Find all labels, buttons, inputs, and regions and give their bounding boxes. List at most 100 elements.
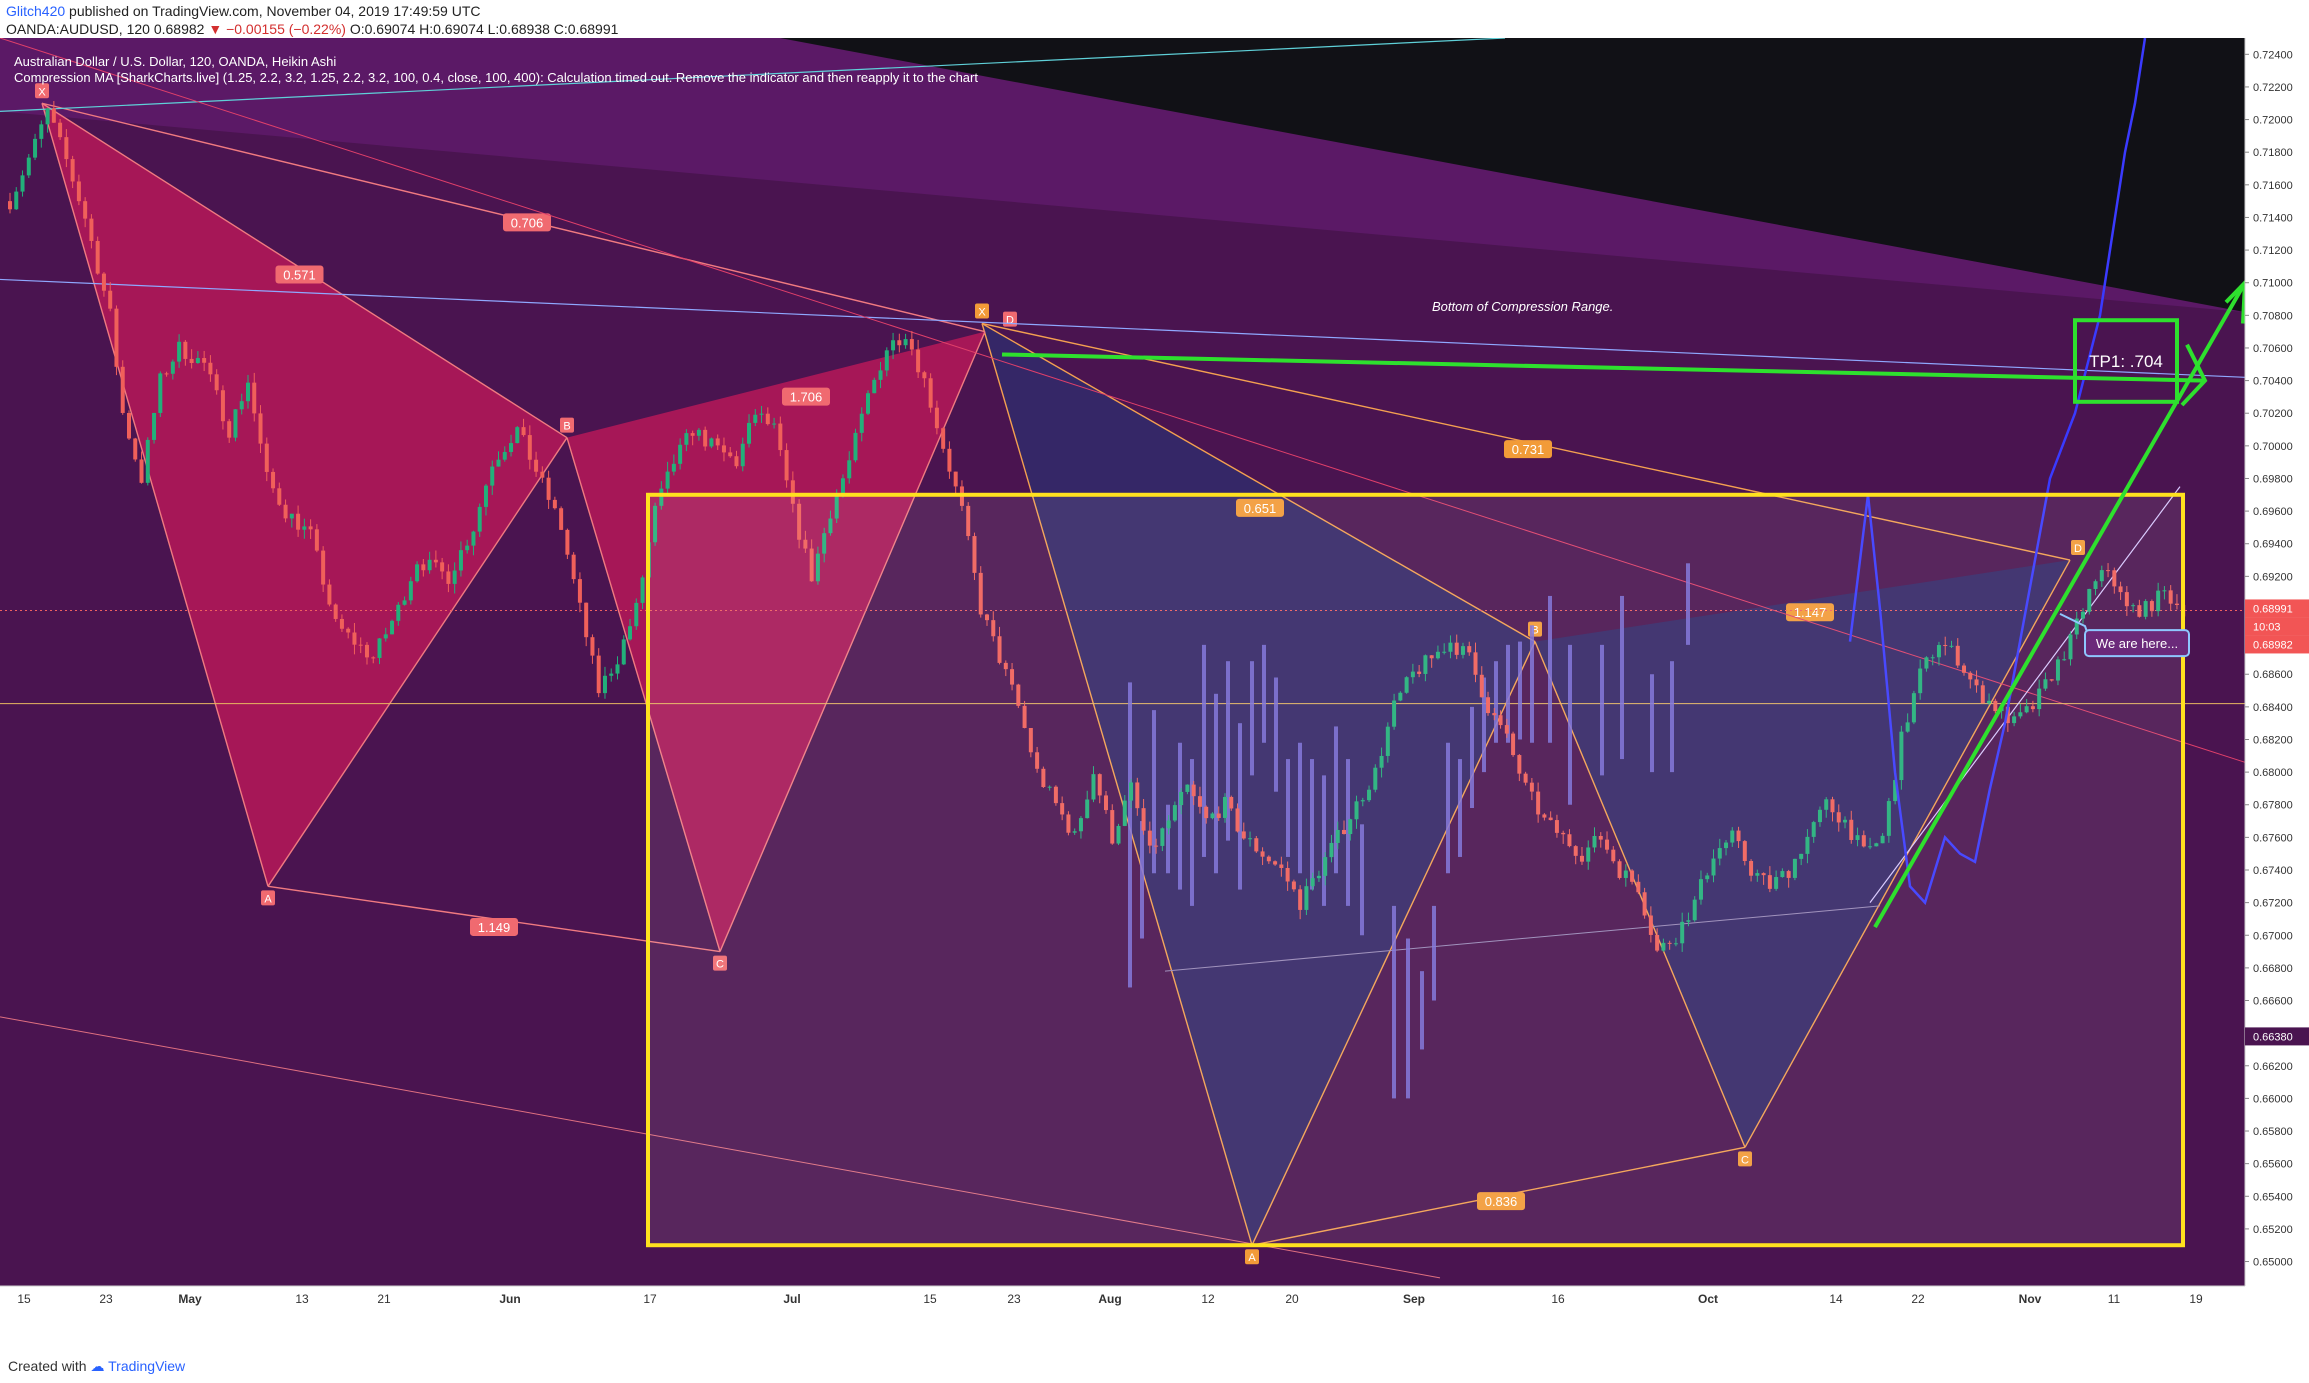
candle-body [1385,726,1390,756]
candle [546,470,551,509]
indicator-legend[interactable]: Compression MA [SharkCharts.live] (1.25,… [14,70,978,85]
candle-body [1630,870,1635,882]
price-tick-label: 0.65600 [2253,1159,2293,1171]
candle [33,133,38,161]
candle [1304,878,1309,916]
volume-bar [1506,644,1510,743]
candle [490,460,495,495]
candle [1911,690,1916,725]
prev-price-tag: 0.68982 [2245,635,2309,654]
volume-bar [1620,595,1624,760]
candle-body [1329,842,1334,858]
candle [515,426,520,444]
price-chart[interactable]: 0.571 1.149 1.706 0.706 0.651 0.836 1.147 0.731… [0,38,2309,1350]
candle-body [546,477,551,500]
time-tick-label: Jul [783,1292,800,1306]
tradingview-link[interactable]: TradingView [108,1358,186,1374]
volume-bar [1392,905,1396,1099]
candle-body [446,571,451,584]
candle [540,466,545,483]
candle [364,642,369,665]
point-bg [1738,1151,1752,1167]
candle-body [289,513,294,519]
symbol-line: OANDA:AUDUSD, 120 0.68982 ▼ −0.00155 (−0… [6,21,618,37]
volume-bar [1650,674,1654,773]
candle [690,430,695,446]
candle [602,666,607,699]
candle [496,451,501,467]
author-link[interactable]: Glitch420 [6,3,66,19]
volume-bar [1360,824,1364,936]
candle [1035,746,1040,773]
compression-note: Bottom of Compression Range. [1432,299,1613,314]
candle-body [1210,813,1215,819]
candle [1611,846,1616,864]
candle-body [1467,646,1472,653]
volume-bar [1670,661,1674,773]
candle-body [383,634,388,639]
descending-red-line [0,38,2246,763]
candle-body [1868,846,1873,848]
candle-body [2093,581,2098,589]
candle-body [239,401,244,410]
candle [2168,585,2173,611]
candle [1980,680,1985,704]
pattern2-point-C: C [1738,1151,1752,1167]
pattern2-xab [982,323,1535,1246]
candle-body [815,553,820,582]
candle-body [1417,671,1422,674]
candle [985,613,990,626]
last-price: 0.68982 [153,21,205,37]
candle [1222,793,1227,823]
candle-body [1655,934,1660,951]
candle-body [1066,814,1071,833]
candle-body [1260,851,1265,857]
ratio-label-4: 0.706 [503,213,551,232]
candle-body [490,466,495,486]
candle-body [1016,684,1021,706]
candle-body [377,638,382,658]
candle-body [2118,586,2123,593]
candle [1686,912,1691,927]
candle-body [1222,796,1227,818]
candle [446,564,451,593]
candle [1949,640,1954,648]
candle-body [76,181,81,202]
candle [1567,829,1572,848]
candle-body [1091,774,1096,800]
candle [2118,581,2123,600]
candle-body [721,445,726,453]
candle [152,412,157,444]
candle-body [1855,835,1860,840]
candle [120,360,125,415]
candle [903,333,908,349]
candle [239,393,244,415]
candle [1291,879,1296,892]
range-box [646,492,2185,1248]
candle [1373,764,1378,793]
price-tick-label: 0.65400 [2253,1191,2293,1203]
candle-body [916,349,921,373]
candle-body [1529,782,1534,792]
candle [1448,635,1453,659]
candle [2099,565,2104,587]
price-tick-label: 0.69400 [2253,539,2293,551]
candle [321,546,326,593]
candle-body [1298,889,1303,910]
ratio-label: 0.651 [1244,501,1277,516]
time-tick-label: 19 [2189,1292,2203,1306]
candle-body [20,175,25,192]
candle-body [1749,860,1754,876]
candle [133,437,138,462]
ratio-bg [1504,440,1552,459]
candle [383,627,388,642]
ratio-label: 0.836 [1485,1194,1518,1209]
candle [577,572,582,613]
candle-body [803,539,808,549]
price-tick-label: 0.72200 [2253,82,2293,94]
candle-body [1673,943,1678,945]
time-tick-label: 22 [1911,1292,1925,1306]
candle [8,192,12,214]
candle [371,656,376,664]
candle-body [2018,712,2023,717]
